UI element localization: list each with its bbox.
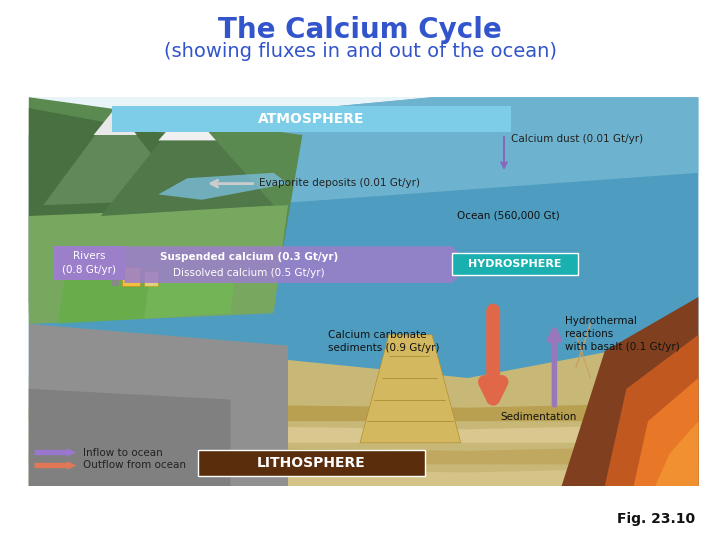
Text: The Calcium Cycle: The Calcium Cycle	[218, 16, 502, 44]
Polygon shape	[29, 324, 288, 486]
Text: LITHOSPHERE: LITHOSPHERE	[257, 456, 366, 470]
FancyArrow shape	[35, 461, 76, 470]
Text: Dissolved calcium (0.5 Gt/yr): Dissolved calcium (0.5 Gt/yr)	[174, 268, 325, 278]
Bar	[112, 106, 511, 132]
Text: Inflow to ocean: Inflow to ocean	[83, 448, 163, 457]
Polygon shape	[29, 108, 173, 302]
Polygon shape	[655, 421, 698, 486]
Polygon shape	[29, 402, 698, 421]
Text: Calcium carbonate
sediments (0.9 Gt/yr): Calcium carbonate sediments (0.9 Gt/yr)	[328, 330, 439, 353]
Text: Rivers
(0.8 Gt/yr): Rivers (0.8 Gt/yr)	[63, 252, 117, 274]
Bar	[198, 450, 425, 476]
Polygon shape	[29, 205, 288, 324]
Bar	[144, 271, 158, 286]
Polygon shape	[94, 108, 137, 135]
Polygon shape	[58, 270, 151, 324]
FancyArrow shape	[35, 448, 76, 457]
Polygon shape	[29, 424, 698, 443]
Polygon shape	[29, 335, 698, 486]
Text: Ocean (560,000 Gt): Ocean (560,000 Gt)	[457, 211, 560, 221]
Bar	[112, 262, 119, 286]
Text: Outflow from ocean: Outflow from ocean	[83, 461, 186, 470]
Polygon shape	[360, 335, 461, 443]
Bar	[122, 267, 140, 286]
Bar	[29, 97, 698, 486]
Polygon shape	[29, 97, 698, 205]
Text: HYDROSPHERE: HYDROSPHERE	[469, 259, 562, 269]
Polygon shape	[43, 108, 187, 205]
Polygon shape	[634, 378, 698, 486]
Polygon shape	[29, 467, 698, 486]
Polygon shape	[158, 108, 216, 140]
Polygon shape	[605, 335, 698, 486]
Polygon shape	[125, 246, 470, 283]
Text: ATMOSPHERE: ATMOSPHERE	[258, 112, 364, 126]
Polygon shape	[29, 446, 698, 464]
Text: Fig. 23.10: Fig. 23.10	[616, 512, 695, 526]
Text: (showing fluxes in and out of the ocean): (showing fluxes in and out of the ocean)	[163, 42, 557, 61]
Text: Sedimentation: Sedimentation	[500, 412, 577, 422]
Polygon shape	[158, 173, 288, 200]
Text: Hydrothermal
reactions
with basalt (0.1 Gt/yr): Hydrothermal reactions with basalt (0.1 …	[565, 315, 680, 352]
Bar	[54, 246, 125, 280]
Bar	[452, 253, 578, 275]
Text: Suspended calcium (0.3 Gt/yr): Suspended calcium (0.3 Gt/yr)	[160, 252, 338, 261]
Polygon shape	[29, 97, 302, 313]
Polygon shape	[562, 297, 698, 486]
Polygon shape	[29, 389, 230, 486]
Polygon shape	[29, 97, 698, 486]
Polygon shape	[144, 259, 238, 319]
Text: Calcium dust (0.01 Gt/yr): Calcium dust (0.01 Gt/yr)	[511, 134, 644, 144]
Text: Evaporite deposits (0.01 Gt/yr): Evaporite deposits (0.01 Gt/yr)	[259, 178, 420, 187]
Polygon shape	[101, 108, 274, 216]
